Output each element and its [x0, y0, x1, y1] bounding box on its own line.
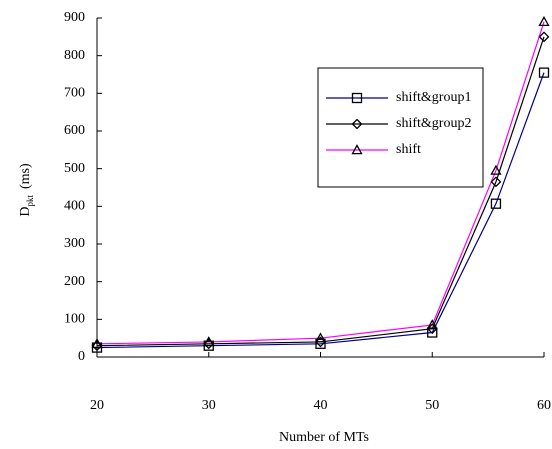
legend-marker: [351, 118, 363, 130]
x-tick-label: 20: [90, 398, 104, 413]
marker: [538, 31, 550, 43]
legend-box: [317, 67, 484, 188]
x-tick-label: 60: [537, 398, 551, 413]
legend-marker: [351, 92, 363, 104]
marker: [490, 176, 502, 188]
y-tick-label: 300: [64, 236, 85, 251]
y-tick-label: 700: [64, 86, 85, 101]
x-tick-label: 40: [314, 398, 328, 413]
y-tick-label: 600: [64, 123, 85, 138]
y-tick-label: 500: [64, 161, 85, 176]
marker: [91, 337, 103, 349]
y-label-unit: (ms): [18, 163, 33, 189]
marker: [490, 198, 502, 209]
y-tick-label: 400: [64, 199, 85, 214]
y-tick-label: 200: [64, 274, 85, 289]
y-tick-label: 900: [64, 10, 85, 25]
marker: [314, 332, 327, 343]
marker: [426, 323, 438, 335]
x-tick-label: 50: [425, 398, 439, 413]
legend-label: shift&group2: [396, 116, 471, 131]
y-label-main: D: [18, 207, 33, 217]
x-axis-label: Number of MTs: [279, 430, 369, 445]
marker: [203, 336, 215, 347]
marker: [315, 336, 326, 348]
marker: [315, 338, 326, 349]
series-line: [96, 21, 545, 345]
y-tick-label: 0: [78, 349, 85, 364]
marker: [426, 319, 438, 330]
series-line: [96, 36, 545, 347]
marker: [538, 67, 550, 78]
marker: [538, 15, 550, 27]
y-tick-label: 100: [64, 312, 85, 327]
y-axis-label: Dpkt (ms): [18, 163, 35, 217]
legend-marker: [351, 144, 363, 155]
y-label-sub: pkt: [25, 195, 35, 207]
y-tick-label: 800: [64, 48, 85, 63]
legend-label: shift: [396, 142, 421, 157]
x-tick-label: 30: [202, 398, 216, 413]
marker: [490, 164, 502, 175]
legend-label: shift&group1: [396, 90, 471, 105]
series-line: [96, 72, 545, 349]
